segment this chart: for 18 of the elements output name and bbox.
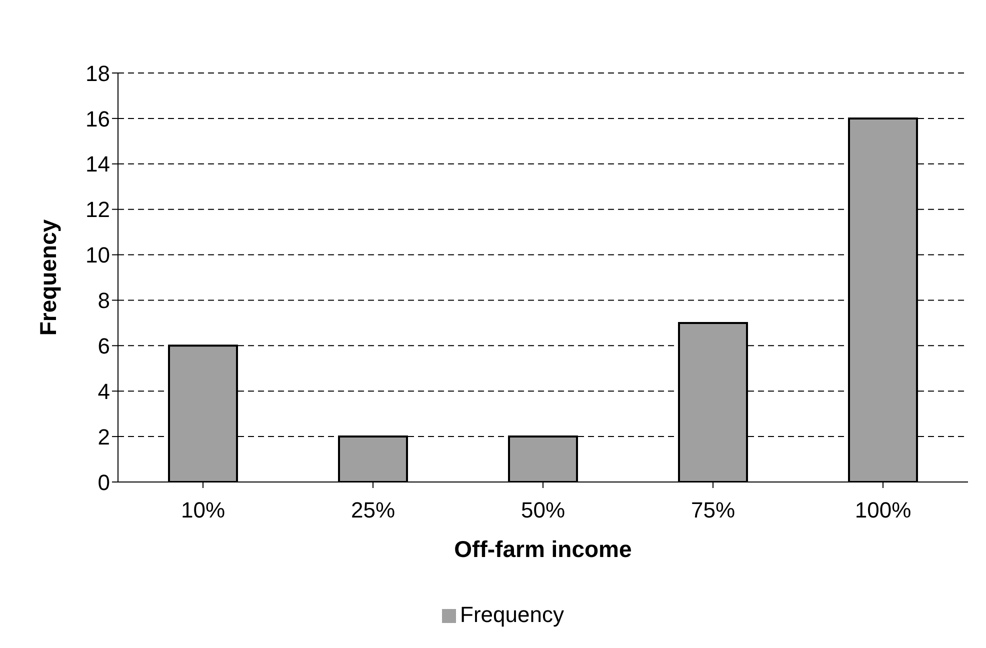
y-tick-label: 14 — [86, 152, 110, 177]
x-tick-label: 75% — [690, 498, 736, 523]
y-tick-label: 18 — [86, 60, 110, 86]
y-tick-label: 10 — [86, 242, 110, 268]
x-axis-title: Off-farm income — [454, 536, 632, 562]
y-tick-label: 2 — [98, 424, 110, 450]
x-tick-label: 100% — [854, 498, 912, 523]
y-tick-label: 8 — [98, 288, 110, 314]
x-tick-label: 25% — [350, 498, 396, 523]
y-tick-label: 6 — [98, 333, 110, 358]
y-tick-label: 0 — [98, 470, 110, 495]
x-tick-label: 50% — [520, 498, 566, 523]
y-axis-title: Frequency — [35, 219, 62, 336]
legend-label: Frequency — [460, 602, 564, 627]
y-tick-label: 12 — [86, 197, 110, 222]
y-tick-label: 16 — [86, 106, 110, 132]
x-tick-label: 10% — [180, 498, 226, 523]
y-tick-label: 4 — [98, 378, 110, 404]
